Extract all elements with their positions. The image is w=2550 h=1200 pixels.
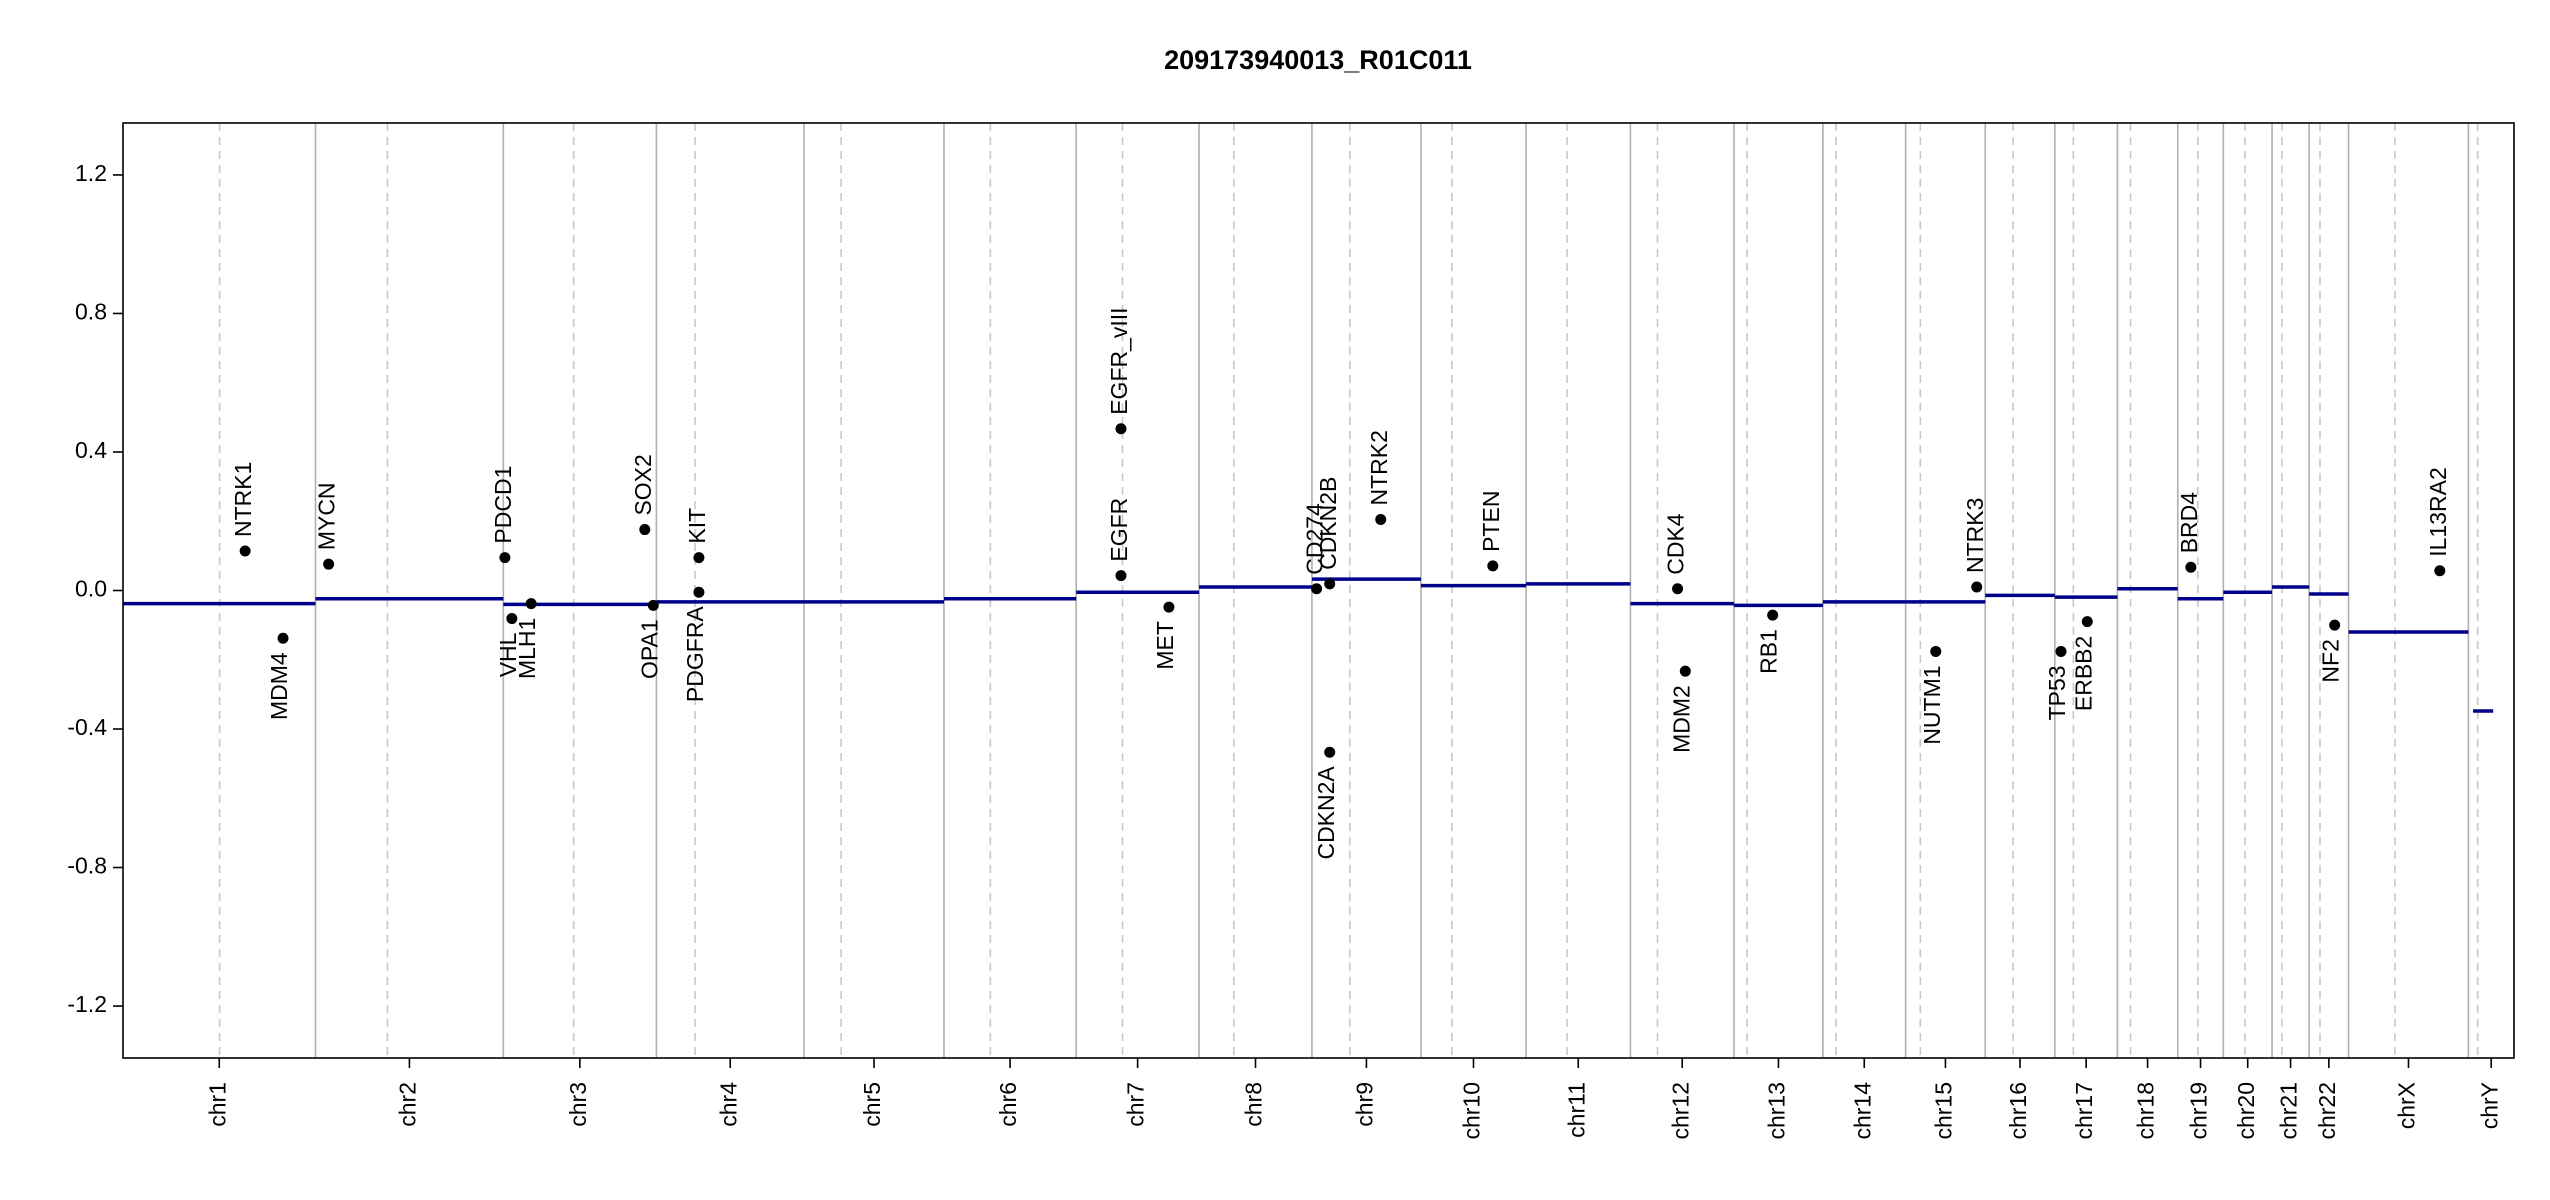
gene-point [639, 524, 651, 536]
gene-label: CDKN2A [1313, 766, 1339, 860]
gene-label: MDM4 [266, 652, 292, 720]
gene-point [1767, 609, 1779, 621]
gene-label: NTRK2 [1366, 430, 1392, 505]
gene-point [1679, 665, 1691, 677]
gene-point [499, 552, 511, 564]
x-tick-label: chr14 [1849, 1082, 1875, 1140]
y-tick-label: -1.2 [67, 991, 107, 1017]
gene-point [2081, 616, 2093, 628]
x-tick-label: chr13 [1764, 1082, 1790, 1140]
x-tick-label: chr15 [1931, 1082, 1957, 1140]
gene-label: VHL [495, 632, 521, 677]
x-tick-label: chr3 [565, 1082, 591, 1127]
gene-label: MLH1 [514, 618, 540, 679]
gene-point [647, 599, 659, 611]
x-tick-label: chr9 [1352, 1082, 1378, 1127]
gene-label: IL13RA2 [2425, 467, 2451, 557]
x-tick-label: chr11 [1563, 1082, 1589, 1138]
x-tick-label: chr20 [2233, 1082, 2259, 1140]
gene-point [1324, 746, 1336, 758]
x-tick-label: chr12 [1667, 1082, 1693, 1140]
gene-point [1324, 578, 1336, 590]
gene-label: EGFR [1106, 498, 1132, 562]
gene-point [506, 613, 518, 625]
gene-point [323, 558, 335, 570]
gene-point [693, 586, 705, 598]
gene-point [2055, 645, 2067, 657]
y-tick-label: -0.8 [67, 853, 107, 879]
chart-title: 209173940013_R01C011 [1164, 45, 1472, 75]
gene-point [1375, 514, 1387, 526]
gene-label: KIT [684, 508, 710, 544]
gene-label: ERBB2 [2070, 636, 2096, 711]
y-tick-label: -0.4 [67, 714, 107, 740]
gene-label: CD274 [1302, 503, 1328, 575]
gene-point [1115, 570, 1127, 582]
gene-label: PDGFRA [682, 606, 708, 703]
gene-label: MET [1152, 621, 1178, 670]
gene-label: NUTM1 [1919, 665, 1945, 744]
gene-label: CDK4 [1663, 513, 1689, 575]
gene-label: NF2 [2318, 639, 2344, 682]
gene-label: EGFR_vIII [1106, 307, 1132, 414]
x-tick-label: chr18 [2133, 1082, 2159, 1140]
gene-point [1163, 601, 1175, 613]
gene-point [2434, 565, 2446, 577]
gene-label: RB1 [1756, 629, 1782, 674]
gene-label: MDM2 [1668, 685, 1694, 753]
y-tick-label: 0.0 [75, 576, 107, 602]
x-tick-label: chr5 [859, 1082, 885, 1127]
x-tick-label: chr22 [2314, 1082, 2340, 1140]
x-tick-label: chr7 [1123, 1082, 1149, 1127]
gene-point [1971, 581, 1983, 593]
gene-label: NTRK1 [230, 462, 256, 537]
gene-point [1311, 583, 1323, 595]
gene-point [1487, 560, 1499, 572]
x-tick-label: chr1 [204, 1082, 230, 1127]
x-tick-label: chr8 [1241, 1082, 1267, 1127]
x-tick-label: chrX [2394, 1082, 2420, 1129]
x-tick-label: chr19 [2186, 1082, 2212, 1140]
gene-point [693, 552, 705, 564]
x-tick-label: chr21 [2276, 1082, 2302, 1140]
gene-label: NTRK3 [1962, 498, 1988, 573]
x-tick-label: chr17 [2071, 1082, 2097, 1140]
gene-point [1672, 583, 1684, 595]
gene-label: TP53 [2044, 665, 2070, 720]
y-tick-label: 0.8 [75, 299, 107, 325]
gene-label: PTEN [1478, 491, 1504, 552]
gene-label: SOX2 [630, 454, 656, 515]
x-tick-label: chr4 [715, 1082, 741, 1127]
gene-point [525, 598, 537, 610]
gene-point [2185, 561, 2197, 573]
plot-frame [122, 122, 2515, 1059]
gene-label: MYCN [314, 482, 340, 550]
x-tick-label: chr2 [394, 1082, 420, 1127]
gene-point [1930, 645, 1942, 657]
x-tick-label: chr6 [995, 1082, 1021, 1127]
gene-label: CDKN2B [1315, 477, 1341, 570]
gene-label: OPA1 [636, 619, 662, 679]
y-tick-label: 0.4 [75, 437, 107, 463]
x-tick-label: chrY [2476, 1082, 2502, 1129]
x-tick-label: chr16 [2005, 1082, 2031, 1140]
gene-point [277, 632, 289, 644]
gene-point [239, 545, 251, 557]
gene-point [1115, 423, 1127, 435]
gene-point [2329, 619, 2341, 631]
gene-label: BRD4 [2176, 492, 2202, 554]
gene-label: PDCD1 [490, 466, 516, 544]
y-tick-label: 1.2 [75, 160, 107, 186]
x-tick-label: chr10 [1459, 1082, 1485, 1140]
